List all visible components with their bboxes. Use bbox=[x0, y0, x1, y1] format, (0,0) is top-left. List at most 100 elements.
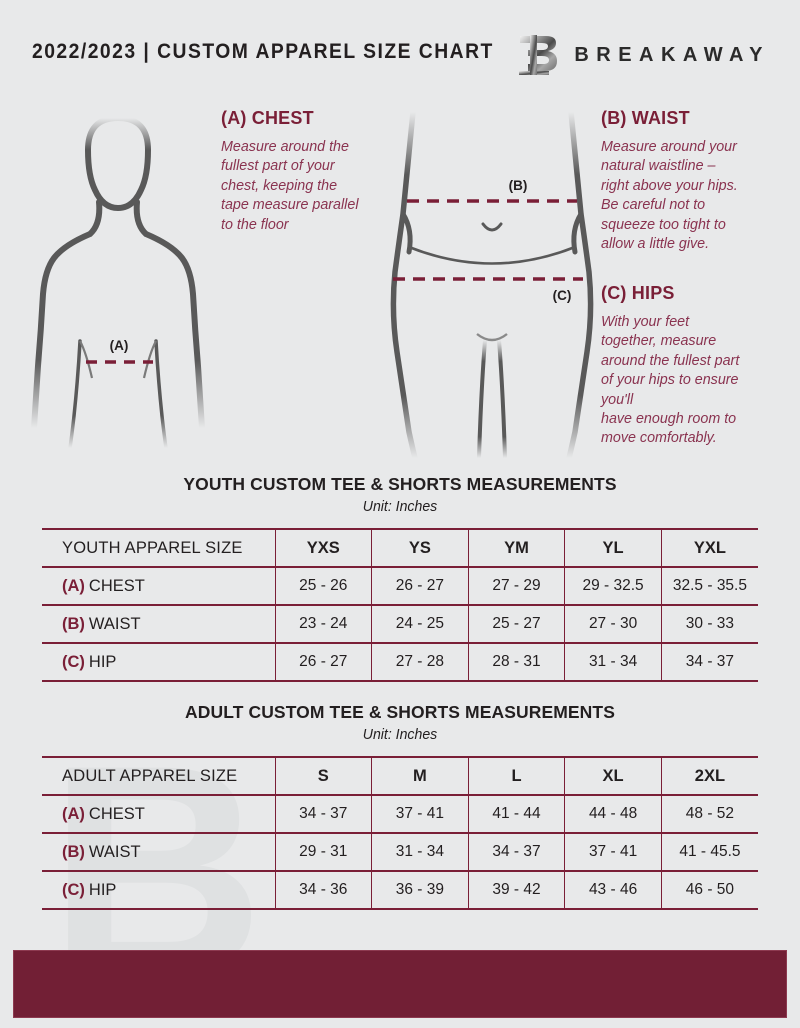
youth-cell-chest-yxs: 25 - 26 bbox=[274, 566, 372, 606]
adult-cell-waist-m: 31 - 34 bbox=[371, 832, 469, 872]
measurement-body-hips: With your feet together, measure around … bbox=[601, 314, 740, 447]
youth-column-header-ym: YM bbox=[467, 528, 565, 568]
youth-cell-chest-yxl: 32.5 - 35.5 bbox=[660, 566, 758, 606]
adult-cell-chest-m: 37 - 41 bbox=[371, 794, 469, 834]
left-waist-curve bbox=[400, 211, 413, 255]
youth-cell-chest-ys: 26 - 27 bbox=[371, 566, 469, 606]
table-row: (A) CHEST 34 - 37 37 - 41 41 - 44 44 - 48 48 -… bbox=[42, 794, 758, 834]
chest-callout-label: (A) bbox=[110, 338, 129, 353]
brand-name: BREAKAWAY bbox=[574, 43, 770, 66]
youth-table-unit: Unit: Inches bbox=[362, 498, 438, 515]
table-row: (C) HIP 26 - 27 27 - 28 28 - 31 31 - 34 34 - 3… bbox=[42, 642, 758, 682]
page-header: 2022/2023 | CUSTOM APPAREL SIZE CHART BR… bbox=[0, 0, 800, 92]
youth-header-row: YOUTH APPAREL SIZE YXS YS YM YL YXL bbox=[42, 528, 758, 568]
youth-cell-hip-ys: 27 - 28 bbox=[371, 642, 469, 682]
adult-row-label-hip: (C) HIP bbox=[42, 870, 275, 910]
youth-column-header-yl: YL bbox=[564, 528, 662, 568]
hip-callout-label: (C) bbox=[553, 288, 572, 303]
row-tag: (C) bbox=[62, 652, 85, 671]
adult-row-header-label: ADULT APPAREL SIZE bbox=[42, 756, 275, 796]
measurement-title-waist: (B) WAIST bbox=[601, 108, 690, 128]
youth-cell-waist-ym: 25 - 27 bbox=[467, 604, 565, 644]
youth-cell-chest-ym: 27 - 29 bbox=[467, 566, 565, 606]
breakaway-b-logo-icon bbox=[519, 35, 558, 75]
hips-diagram: (B) (C) bbox=[390, 109, 594, 461]
adult-cell-hip-xl: 43 - 46 bbox=[564, 870, 662, 910]
youth-cell-hip-ym: 28 - 31 bbox=[467, 642, 565, 682]
row-tag: (B) bbox=[62, 842, 85, 861]
adult-cell-chest-s: 34 - 37 bbox=[274, 794, 372, 834]
adult-cell-hip-l: 39 - 42 bbox=[467, 870, 565, 910]
row-tag: (A) bbox=[62, 804, 85, 823]
row-tag: (B) bbox=[62, 614, 85, 633]
adult-column-header-m: M bbox=[371, 756, 469, 796]
body-diagrams: (A) bbox=[0, 96, 800, 468]
lower-belly-curve bbox=[408, 245, 576, 265]
youth-row-label-hip: (C) HIP bbox=[42, 642, 275, 682]
measurement-title-hips: (C) HIPS bbox=[601, 283, 675, 303]
row-tag: (A) bbox=[62, 576, 85, 595]
waist-callout-label: (B) bbox=[509, 178, 528, 193]
groin-curve bbox=[476, 333, 508, 342]
left-pec-line bbox=[79, 340, 94, 379]
table-row: (C) HIP 34 - 36 36 - 39 39 - 42 43 - 46 46 - 5… bbox=[42, 870, 758, 910]
adult-size-table: ADULT APPAREL SIZE S M L XL 2XL (A) CHEST 34 - 3… bbox=[42, 756, 758, 910]
youth-table-body: YOUTH APPAREL SIZE YXS YS YM YL YXL (A) CHEST 25… bbox=[42, 528, 758, 682]
measurement-block-waist: (B) WAIST Measure around your natural wa… bbox=[601, 108, 783, 254]
adult-cell-chest-2xl: 48 - 52 bbox=[660, 794, 758, 834]
left-arm-inner-line bbox=[68, 339, 82, 450]
adult-header-row: ADULT APPAREL SIZE S M L XL 2XL bbox=[42, 756, 758, 796]
adult-table-title: ADULT CUSTOM TEE & SHORTS MEASUREMENTS bbox=[185, 702, 615, 722]
adult-cell-hip-s: 34 - 36 bbox=[274, 870, 372, 910]
right-pec-line bbox=[142, 340, 157, 379]
youth-cell-chest-yl: 29 - 32.5 bbox=[564, 566, 662, 606]
navel-mark bbox=[481, 222, 503, 232]
adult-cell-waist-l: 34 - 37 bbox=[467, 832, 565, 872]
row-tag: (C) bbox=[62, 880, 85, 899]
adult-cell-waist-2xl: 41 - 45.5 bbox=[660, 832, 758, 872]
right-body-outline bbox=[133, 199, 205, 431]
adult-cell-chest-xl: 44 - 48 bbox=[564, 794, 662, 834]
table-row: (B) WAIST 23 - 24 24 - 25 25 - 27 27 - 30 30 -… bbox=[42, 604, 758, 644]
youth-size-table-section: YOUTH CUSTOM TEE & SHORTS MEASUREMENTS U… bbox=[0, 474, 800, 682]
adult-row-label-chest: (A) CHEST bbox=[42, 794, 275, 834]
measurement-block-hips: (C) HIPS With your feet together, measur… bbox=[601, 283, 783, 449]
adult-row-label-waist: (B) WAIST bbox=[42, 832, 275, 872]
table-row: (B) WAIST 29 - 31 31 - 34 34 - 37 37 - 41 41 -… bbox=[42, 832, 758, 872]
measurement-title-chest: (A) CHEST bbox=[221, 108, 314, 128]
left-inner-leg bbox=[477, 338, 487, 460]
adult-cell-waist-xl: 37 - 41 bbox=[564, 832, 662, 872]
youth-cell-hip-yxl: 34 - 37 bbox=[660, 642, 758, 682]
youth-cell-waist-yxs: 23 - 24 bbox=[274, 604, 372, 644]
youth-row-label-chest: (A) CHEST bbox=[42, 566, 275, 606]
youth-table-title: YOUTH CUSTOM TEE & SHORTS MEASUREMENTS bbox=[183, 474, 617, 494]
youth-cell-hip-yxs: 26 - 27 bbox=[274, 642, 372, 682]
youth-column-header-ys: YS bbox=[371, 528, 469, 568]
left-hip-outline bbox=[390, 109, 418, 461]
right-waist-curve bbox=[571, 211, 584, 255]
youth-row-label-waist: (B) WAIST bbox=[42, 604, 275, 644]
youth-cell-waist-yxl: 30 - 33 bbox=[660, 604, 758, 644]
adult-column-header-2xl: 2XL bbox=[660, 756, 758, 796]
adult-cell-hip-2xl: 46 - 50 bbox=[660, 870, 758, 910]
youth-cell-waist-ys: 24 - 25 bbox=[371, 604, 469, 644]
youth-cell-hip-yl: 31 - 34 bbox=[564, 642, 662, 682]
right-inner-leg bbox=[497, 338, 507, 460]
adult-cell-chest-l: 41 - 44 bbox=[467, 794, 565, 834]
youth-column-header-yxs: YXS bbox=[274, 528, 372, 568]
adult-table-unit: Unit: Inches bbox=[362, 726, 438, 743]
right-hip-outline bbox=[566, 109, 594, 461]
adult-size-table-section: ADULT CUSTOM TEE & SHORTS MEASUREMENTS U… bbox=[0, 702, 800, 910]
adult-cell-waist-s: 29 - 31 bbox=[274, 832, 372, 872]
measurement-body-chest: Measure around the fullest part of your … bbox=[221, 139, 359, 233]
measurement-body-waist: Measure around your natural waistline – … bbox=[601, 139, 738, 253]
youth-row-header-label: YOUTH APPAREL SIZE bbox=[42, 528, 275, 568]
torso-diagram: (A) bbox=[31, 114, 205, 450]
brand-lockup: BREAKAWAY bbox=[516, 33, 770, 77]
right-arm-inner-line bbox=[154, 339, 168, 450]
page-title: 2022/2023 | CUSTOM APPAREL SIZE CHART bbox=[32, 40, 494, 63]
left-body-outline bbox=[31, 199, 103, 431]
measurement-block-chest: (A) CHEST Measure around the fullest par… bbox=[221, 108, 396, 235]
footer-bar bbox=[13, 950, 787, 1018]
